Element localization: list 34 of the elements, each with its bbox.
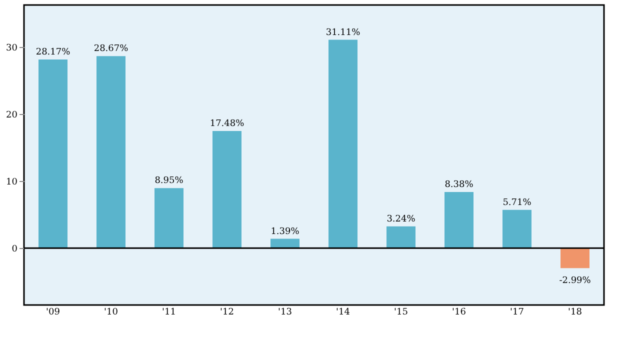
y-tick-label: 30 [6,44,18,54]
bar [502,210,532,248]
x-tick-label: '17 [510,308,524,318]
data-label: 5.71% [502,198,532,208]
data-label: 3.24% [386,214,416,224]
bar [328,40,358,248]
data-label: 28.17% [36,47,71,58]
x-tick-label: '16 [452,308,466,318]
data-label: 1.39% [270,226,300,237]
bar [212,131,242,248]
data-label: 8.38% [444,180,474,190]
bar [560,248,590,268]
data-label: 8.95% [154,176,184,186]
x-tick-label: '12 [220,308,234,318]
data-label: 28.67% [94,44,129,54]
x-tick-label: '14 [336,308,350,318]
bar [38,59,68,248]
data-label: 17.48% [210,119,245,130]
bar [96,56,126,248]
bar [270,238,300,248]
x-tick-label: '11 [162,308,176,318]
bar [154,188,184,248]
bar [386,226,416,248]
data-label: -2.99% [559,276,592,286]
y-tick-label: 10 [6,178,18,188]
y-tick-label: 0 [12,244,18,255]
bar [444,192,474,248]
x-tick-label: '13 [278,308,292,318]
x-tick-label: '18 [568,308,582,318]
x-tick-label: '09 [46,308,60,318]
y-tick-label: 20 [6,110,18,121]
x-tick-label: '15 [394,308,408,318]
data-label: 31.11% [326,28,361,38]
x-tick-label: '10 [104,308,118,318]
